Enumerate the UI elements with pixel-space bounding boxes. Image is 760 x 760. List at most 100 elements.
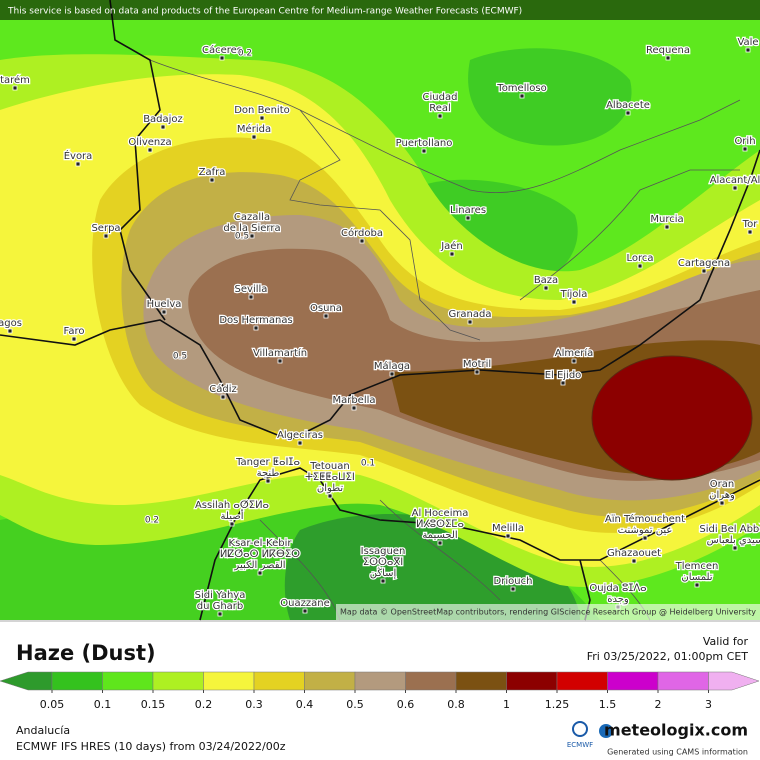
place-label: Cazalla xyxy=(234,212,270,223)
valid-time: Fri 03/25/2022, 01:00pm CET xyxy=(587,650,749,663)
colorbar-tick-label: 1.5 xyxy=(599,698,617,711)
place-label: Dos Hermanas xyxy=(219,315,292,326)
place-label: Melilla xyxy=(492,523,524,534)
place-label: Tor xyxy=(742,219,759,230)
colorbar-segment xyxy=(556,671,608,691)
colorbar-segment xyxy=(405,671,457,691)
place-label: Oujda ⵓⵊⴷⴰ xyxy=(589,583,646,594)
colorbar-tick-label: 0.1 xyxy=(94,698,112,711)
place-dot xyxy=(359,238,365,244)
region: Andalucía xyxy=(16,724,70,737)
place-label: Ouazzane xyxy=(280,598,329,609)
place-label: Albacete xyxy=(606,100,650,111)
colorbar-tick-label: 0.2 xyxy=(195,698,213,711)
map: Cáceres Requena Vale tarém Tomelloso CiudadRe… xyxy=(0,0,760,621)
place-dot xyxy=(465,215,471,221)
legend-title: Haze (Dust) xyxy=(16,641,156,665)
place-label: إساڭن xyxy=(370,567,397,579)
place-label: Don Benito xyxy=(234,105,290,116)
place-dot xyxy=(505,533,511,539)
place-dot xyxy=(510,586,516,592)
colorbar-segment xyxy=(354,671,406,691)
place-dot xyxy=(297,440,303,446)
place-label: de la Sierra xyxy=(223,223,280,234)
place-dot xyxy=(543,285,549,291)
ecmwf-text: ECMWF xyxy=(567,741,593,749)
place-label: القصر الكبير xyxy=(233,560,285,571)
colorbar-tick-label: 0.15 xyxy=(141,698,166,711)
place-dot xyxy=(701,268,707,274)
place-dot xyxy=(259,115,265,121)
brand: meteologix.com xyxy=(604,721,748,740)
place-label: Cartagena xyxy=(678,258,730,269)
place-label: Mérida xyxy=(237,123,271,135)
place-label: Huelva xyxy=(147,299,182,310)
place-label: Jaén xyxy=(440,240,463,252)
place-label: agos xyxy=(0,318,22,329)
place-label: طنجة xyxy=(257,468,280,479)
field-core xyxy=(591,355,753,481)
place-labels: Cáceres Requena Vale tarém Tomelloso CiudadRe… xyxy=(0,36,760,617)
place-label: ⵍⵇⵚⴰⵔ ⵍⴽⴱⵉⵔ xyxy=(220,549,300,560)
place-dot xyxy=(248,294,254,300)
attribution-bar xyxy=(336,604,760,620)
place-dot xyxy=(323,313,329,319)
place-dot xyxy=(437,113,443,119)
colorbar-tick-label: 0.05 xyxy=(40,698,65,711)
colorbar-segment xyxy=(203,671,255,691)
place-label: Ghazaouet xyxy=(607,548,661,559)
place-dot xyxy=(75,161,81,167)
colorbar-tick-label: 0.5 xyxy=(346,698,364,711)
place-label: ⵍⵃⵓⵙⵉⵎⴰ xyxy=(416,519,464,530)
place-label: Vale xyxy=(737,37,758,48)
colorbar-segment xyxy=(102,671,154,691)
place-label: Baza xyxy=(534,275,558,286)
place-dot xyxy=(249,233,255,239)
place-dot xyxy=(147,147,153,153)
place-label: وجدة xyxy=(607,594,629,605)
colorbar-tick-label: 0.4 xyxy=(296,698,314,711)
place-label: Málaga xyxy=(374,360,410,372)
colorbar-tick-label: 0.8 xyxy=(447,698,465,711)
place-label: تطوان xyxy=(317,483,343,494)
colorbar-tick-label: 3 xyxy=(705,698,712,711)
place-label: Oran xyxy=(710,479,734,490)
place-dot xyxy=(12,85,18,91)
place-label: تلمسان xyxy=(681,572,712,583)
place-dot xyxy=(71,336,77,342)
place-label: Requena xyxy=(646,45,690,56)
place-dot xyxy=(327,493,333,499)
place-label: Faro xyxy=(64,326,85,337)
colorbar-tick-label: 0.3 xyxy=(245,698,263,711)
place-label: Olivenza xyxy=(128,137,171,148)
place-label: Osuna xyxy=(310,303,342,314)
colorbar-segment xyxy=(152,671,204,691)
place-dot xyxy=(389,371,395,377)
colorbar-segment xyxy=(506,671,558,691)
place-dot xyxy=(694,582,700,588)
place-dot xyxy=(253,325,259,331)
colorbar-segment xyxy=(657,671,709,691)
place-label: Lorca xyxy=(626,253,653,264)
contour-label: 0.2 xyxy=(238,49,252,59)
place-dot xyxy=(219,55,225,61)
place-dot xyxy=(571,299,577,305)
colorbar-segment xyxy=(51,671,103,691)
place-dot xyxy=(302,608,308,614)
place-dot xyxy=(519,93,525,99)
place-label: tarém xyxy=(0,74,30,86)
attribution: Map data © OpenStreetMap contributors, r… xyxy=(340,608,756,617)
place-label: Villamartín xyxy=(253,347,307,359)
place-dot xyxy=(467,319,473,325)
place-dot xyxy=(265,478,271,484)
colorbar-segment xyxy=(708,671,760,691)
colorbar-tick-label: 1 xyxy=(503,698,510,711)
place-label: El Ejido xyxy=(545,370,582,381)
place-dot xyxy=(631,558,637,564)
brand-logo xyxy=(599,724,613,738)
place-dot xyxy=(642,535,648,541)
place-label: Driouch xyxy=(494,576,533,587)
